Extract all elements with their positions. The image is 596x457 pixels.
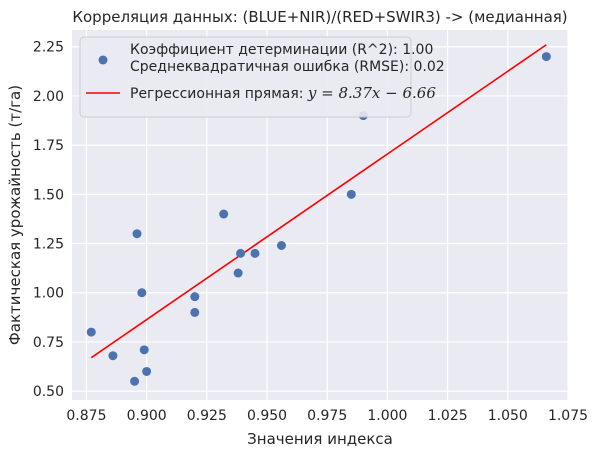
x-tick-label: 1.000 [367,408,407,424]
scatter-point [108,351,118,361]
scatter-point [139,345,149,355]
y-tick-label: 1.00 [33,286,64,302]
x-tick-label: 0.875 [66,408,106,424]
legend-r2-label: Коэффициент детерминации (R^2): 1.00 [130,42,433,58]
y-tick-label: 0.50 [33,384,64,400]
y-tick-label: 0.75 [33,335,64,351]
scatter-point [137,288,147,298]
y-tick-labels: 0.50 0.75 1.00 1.25 1.50 1.75 2.00 2.25 [33,40,64,400]
legend-regression-prefix: Регрессионная прямая: [130,86,308,102]
x-axis-label: Значения индекса [247,430,393,448]
scatter-point [86,327,96,337]
x-tick-label: 0.900 [127,408,167,424]
scatter-point [190,292,200,302]
regression-series [90,44,547,359]
scatter-point [142,366,152,376]
legend-rmse-label: Среднеквадратичная ошибка (RMSE): 0.02 [130,59,445,75]
x-tick-label: 1.025 [428,408,468,424]
legend: Коэффициент детерминации (R^2): 1.00 Сре… [79,36,445,118]
scatter-point [346,189,356,199]
scatter-point [250,248,260,258]
scatter-point [190,307,200,317]
legend-scatter-marker [98,55,108,65]
regression-line [90,44,547,359]
y-axis-label: Фактическая урожайность (т/га) [6,85,24,345]
y-tick-label: 1.25 [33,237,64,253]
chart-title: Корреляция данных: (BLUE+NIR)/(RED+SWIR3… [72,8,567,26]
scatter-point [130,376,140,386]
y-tick-label: 1.50 [33,187,64,203]
scatter-point [219,209,229,219]
x-tick-label: 0.975 [307,408,347,424]
x-tick-label: 1.075 [548,408,588,424]
x-tick-label: 1.050 [488,408,528,424]
x-tick-labels: 0.875 0.900 0.925 0.950 0.975 1.000 1.025 1.050… [66,408,588,424]
scatter-point [233,268,243,278]
scatter-point [132,229,142,239]
scatter-point [276,241,286,251]
legend-regression-label: Регрессионная прямая: y = 8.37x − 6.66 [130,84,436,102]
y-tick-label: 1.75 [33,138,64,154]
legend-frame [79,36,412,118]
x-tick-label: 0.950 [247,408,287,424]
scatter-point [236,248,246,258]
legend-regression-equation: y = 8.37x − 6.66 [307,84,436,102]
scatter-point [541,52,551,62]
y-tick-label: 2.00 [33,89,64,105]
x-tick-label: 0.925 [187,408,227,424]
y-tick-label: 2.25 [33,40,64,56]
